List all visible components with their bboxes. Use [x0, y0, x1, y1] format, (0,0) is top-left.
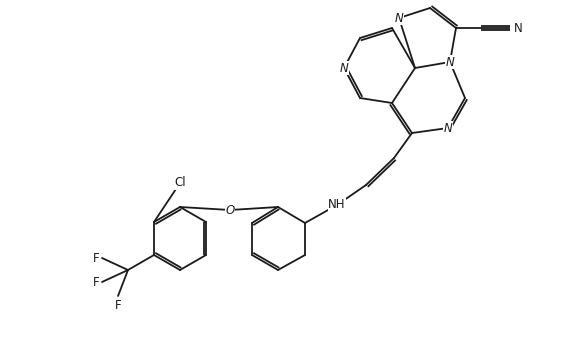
Text: N: N — [444, 121, 452, 135]
Text: N: N — [514, 21, 523, 35]
Text: O: O — [226, 204, 235, 216]
Text: F: F — [115, 299, 121, 312]
Text: N: N — [340, 62, 348, 74]
Text: N: N — [395, 11, 404, 25]
Text: F: F — [92, 276, 99, 288]
Text: N: N — [445, 56, 455, 68]
Text: NH: NH — [328, 199, 346, 211]
Text: F: F — [92, 251, 99, 265]
Text: Cl: Cl — [174, 177, 186, 189]
